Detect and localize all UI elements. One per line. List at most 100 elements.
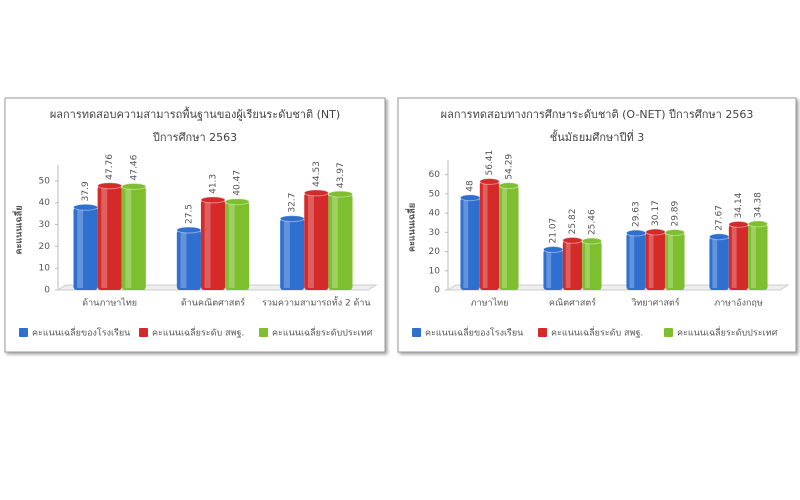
legend-label: คะแนนเฉลี่ยระดับ สพฐ. — [152, 326, 244, 339]
bar-group — [327, 190, 354, 290]
bar-group — [728, 220, 749, 290]
bar-highlight — [77, 209, 84, 288]
bar — [626, 233, 646, 290]
y-tick-label: 10 — [39, 264, 51, 274]
y-tick-label: 0 — [434, 286, 440, 296]
bar-highlight — [712, 238, 718, 288]
bar — [479, 181, 500, 290]
y-tick-label: 20 — [39, 242, 51, 252]
bar-highlight — [283, 220, 290, 288]
bar-highlight — [101, 187, 108, 288]
bar-group — [625, 229, 647, 290]
x-tick-label: รวมความสามารถทั้ง 2 ด้าน — [262, 296, 371, 309]
bar-cap — [459, 194, 481, 202]
bar-cap — [224, 198, 250, 206]
x-tick-label: ด้านภาษาไทย — [82, 298, 137, 309]
chart-title: ผลการทดสอบทางการศึกษาระดับชาติ (O-NET) ป… — [441, 108, 754, 121]
bar-group — [708, 233, 730, 290]
bar-highlight — [502, 187, 507, 288]
y-tick-label: 40 — [39, 198, 51, 208]
x-tick-label: คณิตศาสตร์ — [549, 297, 596, 309]
bar-group — [200, 196, 226, 290]
data-label: 27.67 — [715, 205, 725, 231]
bar — [709, 236, 729, 290]
bar-group — [224, 198, 250, 290]
chart-subtitle: ปีการศึกษา 2563 — [152, 131, 237, 144]
legend-swatch — [259, 328, 268, 337]
bar-cap — [562, 236, 583, 244]
legend-swatch — [19, 328, 28, 337]
bar-group — [645, 228, 666, 290]
legend-label: คะแนนเฉลี่ยของโรงเรียน — [425, 326, 523, 339]
bar — [200, 199, 226, 290]
legend-label: คะแนนเฉลี่ยระดับประเทศ — [272, 326, 373, 339]
bar-cap — [479, 178, 500, 186]
data-label: 40.47 — [233, 170, 243, 196]
bar-group — [97, 182, 123, 290]
bar-cap — [176, 226, 202, 234]
chart-subtitle: ชั้นมัธยมศึกษาปีที่ 3 — [550, 129, 644, 144]
bar-group — [121, 182, 147, 290]
bar — [304, 192, 329, 290]
bar — [665, 232, 685, 290]
bar — [176, 230, 201, 290]
bar-cap — [542, 245, 564, 253]
bar-cap — [747, 220, 769, 228]
y-tick-label: 30 — [429, 228, 441, 238]
legend-swatch — [538, 328, 547, 337]
legend-label: คะแนนเฉลี่ยระดับ สพฐ. — [551, 326, 643, 339]
bar — [645, 231, 666, 290]
data-label: 27.5 — [184, 204, 194, 224]
bar — [499, 185, 519, 290]
bar-group — [581, 237, 603, 290]
bar — [562, 240, 583, 290]
bar — [97, 185, 122, 290]
data-label: 37.9 — [81, 181, 91, 201]
x-tick-label: ภาษาไทย — [471, 298, 509, 309]
legend-label: คะแนนเฉลี่ยระดับประเทศ — [677, 326, 778, 339]
bar-highlight — [731, 226, 737, 288]
bar — [728, 224, 749, 290]
bar-cap — [708, 233, 730, 241]
bar-cap — [279, 215, 305, 223]
bar-highlight — [180, 232, 187, 288]
bar-highlight — [648, 233, 654, 288]
bar-cap — [498, 182, 520, 190]
bar-cap — [645, 228, 666, 236]
y-tick-label: 40 — [429, 209, 441, 219]
bar-group — [562, 236, 583, 290]
bar-cap — [327, 190, 354, 198]
data-label: 43.97 — [336, 162, 346, 188]
bar-group — [498, 182, 520, 290]
legend-swatch — [412, 328, 421, 337]
bar-cap — [625, 229, 647, 237]
bar-highlight — [546, 251, 552, 288]
data-label: 47.76 — [105, 154, 115, 180]
bar-highlight — [482, 183, 488, 288]
y-tick-label: 50 — [39, 176, 51, 186]
bar-highlight — [668, 234, 673, 288]
x-tick-label: ภาษาอังกฤษ — [714, 299, 763, 309]
data-label: 29.63 — [632, 201, 642, 227]
bar-cap — [581, 237, 603, 245]
bar — [748, 223, 768, 290]
bar-highlight — [228, 203, 235, 288]
bar-cap — [121, 182, 147, 190]
bar-highlight — [751, 225, 756, 288]
y-tick-label: 60 — [429, 170, 441, 180]
bar-group — [279, 215, 305, 290]
bar-highlight — [125, 188, 132, 288]
bar-group — [542, 245, 564, 290]
bar-highlight — [585, 243, 590, 288]
bar-cap — [200, 196, 226, 204]
legend-swatch — [664, 328, 673, 337]
data-label: 30.17 — [651, 200, 661, 226]
bar-highlight — [565, 242, 571, 288]
bar-cap — [664, 229, 686, 237]
y-axis-label: คะแนนเฉลี่ย — [12, 206, 25, 255]
bar — [73, 207, 98, 290]
data-label: 47.46 — [129, 154, 139, 180]
bar-cap — [303, 189, 329, 197]
data-label: 44.53 — [312, 161, 322, 187]
